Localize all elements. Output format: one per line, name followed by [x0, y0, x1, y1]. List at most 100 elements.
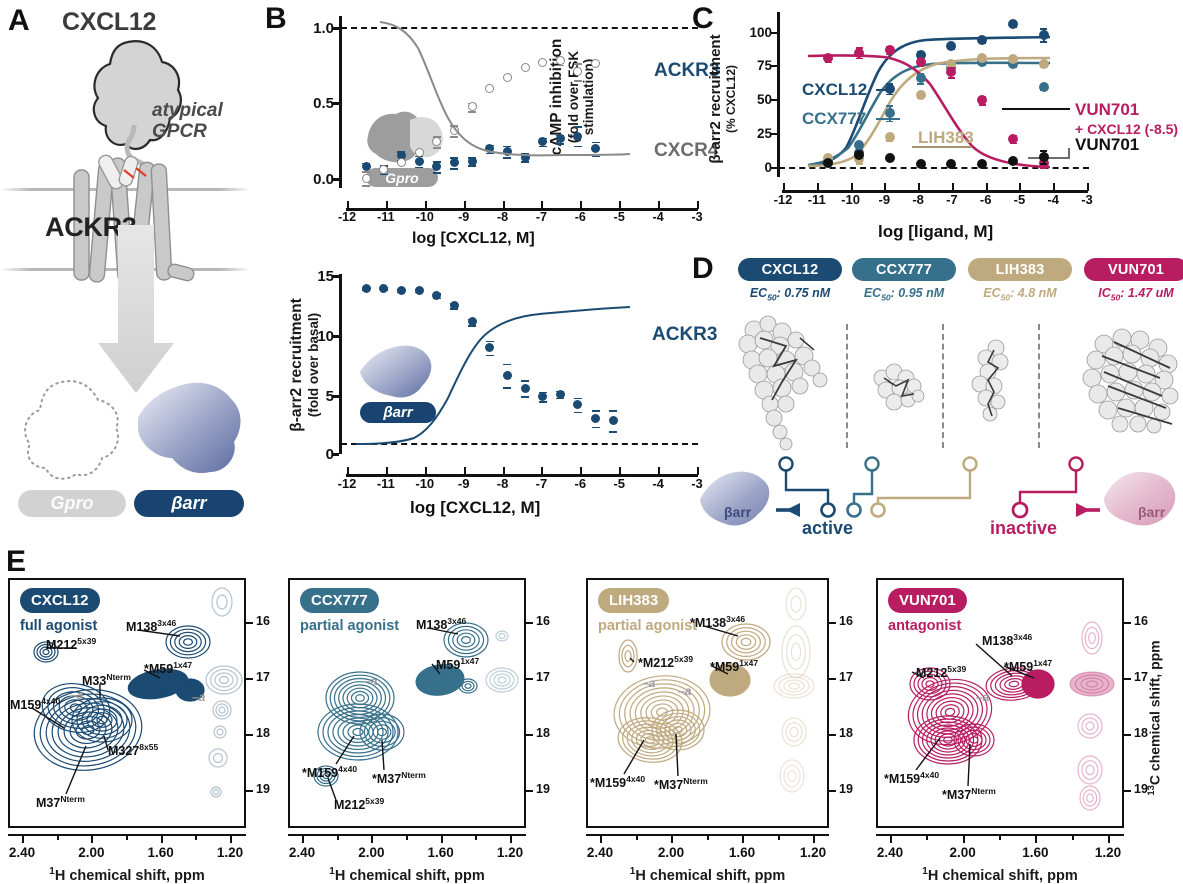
spectrum-xtick-label: 2.40	[288, 845, 316, 860]
ytick-2: 0.5	[313, 95, 334, 112]
ligand-pill-cxcl12: CXCL12	[738, 258, 842, 281]
panel-e-letter: E	[6, 545, 26, 578]
ytick-mark	[1124, 734, 1131, 736]
metric-sub: 50	[881, 292, 891, 303]
xtick-label: -12	[773, 192, 793, 207]
vun701-combo-line1: VUN701	[1075, 100, 1140, 119]
panel-e-nmr-spectra: CXCL12 full agonist M2125x39 M33Nterm M1594x…	[0, 540, 1183, 884]
spectrum-xtick	[302, 834, 304, 843]
error-bar-cap	[538, 401, 547, 403]
error-bar-cap	[521, 396, 530, 398]
panel-a-annotation: atypical GPCR	[152, 100, 223, 143]
peak-label: M1383x46	[126, 618, 177, 635]
data-point	[946, 59, 957, 70]
error-bar-cap	[503, 363, 512, 366]
aliasing-label: –a	[192, 690, 206, 704]
peak-label: M591x47	[436, 656, 480, 673]
peak-label: *M1594x40	[884, 770, 940, 787]
data-point	[538, 391, 548, 401]
data-point	[1038, 151, 1049, 162]
xtick-mark	[783, 183, 785, 191]
ytick-1: 1.0	[313, 20, 334, 37]
ytick-50: 50	[756, 92, 772, 107]
xtick-mark	[541, 201, 544, 209]
error-bar-cap	[591, 155, 600, 158]
ytick-label: 16	[839, 614, 853, 628]
peak-label: M37Nterm	[36, 794, 85, 811]
xtick-mark	[985, 183, 988, 191]
activity-axis-left-label: active	[802, 518, 854, 538]
error-bar-cap	[855, 57, 863, 60]
ligand-separator-1	[846, 324, 848, 448]
peak-label: *M37Nterm	[372, 770, 426, 787]
nmr-spectrum-box-lih383	[586, 578, 829, 828]
ytick-mark	[526, 790, 533, 792]
error-bar-cap	[521, 161, 530, 163]
error-bar-cap	[573, 411, 582, 414]
ytick-label: 16	[1134, 614, 1148, 628]
panel-c-yaxis	[777, 12, 780, 177]
spectrum-xtick-label: 1.20	[799, 845, 827, 860]
xtick-label: -8	[496, 476, 509, 491]
ligand-potency-vun701: IC50: 1.47 uM	[1084, 286, 1183, 303]
xtick-mark	[1019, 183, 1022, 191]
spectrum-xtick	[1071, 834, 1074, 840]
data-point	[854, 47, 865, 58]
error-bar-cap	[573, 63, 582, 66]
spectrum-title-pill: CCX777	[300, 588, 379, 613]
data-point	[573, 131, 583, 141]
data-point	[414, 286, 424, 296]
data-point	[591, 58, 601, 68]
ytick-label: 19	[536, 782, 550, 796]
ytick-mark	[526, 622, 533, 624]
data-point	[884, 108, 895, 118]
data-point	[823, 52, 834, 63]
ytick-label: 17	[1134, 670, 1148, 684]
data-point	[1038, 29, 1049, 40]
nterm-tail-icon	[124, 125, 149, 172]
spectrum-xtick	[962, 834, 965, 843]
panel-c-leader-vun701-tick	[1068, 148, 1070, 158]
panel-a-ligand-label: CXCL12	[62, 8, 157, 36]
ytick-mark	[1124, 790, 1131, 792]
data-point	[915, 90, 926, 100]
xtick-label: -5	[613, 210, 625, 224]
data-point	[1008, 133, 1019, 144]
error-bar-cap	[591, 426, 600, 429]
panel-b-bottom-inset-pill: βarr	[360, 402, 436, 423]
panel-c-label-cxcl12: CXCL12	[802, 80, 868, 99]
spectrum-xtick	[1108, 834, 1110, 843]
spectrum-xtick	[510, 834, 512, 843]
cxcl12-structure-icon	[738, 315, 828, 451]
ytick-mark-50	[771, 99, 778, 102]
error-bar-cap	[886, 120, 894, 123]
panel-b-top-plotarea	[262, 0, 690, 200]
spectrum-xtick-label: 1.60	[427, 845, 454, 860]
spectrum-xtick-label: 2.00	[657, 845, 685, 860]
annotation-line-1: atypical	[152, 100, 223, 121]
peak-label: *M1594x40	[590, 774, 646, 791]
ytick-mark-100	[771, 32, 778, 35]
xtick-label: -10	[841, 192, 860, 207]
metric-name: EC	[863, 286, 882, 300]
error-bar-cap	[485, 152, 494, 155]
xtick-mark	[658, 467, 661, 475]
data-point	[977, 34, 988, 45]
panel-b-bottom-series-ackr3: ACKR3	[652, 324, 718, 345]
ylabel-prefix: 13	[1146, 785, 1157, 796]
xtick-mark	[385, 201, 388, 209]
data-point	[591, 144, 601, 154]
panel-b-bottom-xlabel: log [CXCL12, M]	[410, 498, 541, 517]
spectrum-xtick-label: 2.40	[876, 845, 904, 860]
panel-a-gpro-pill: Gpro	[18, 490, 126, 517]
spectrum-xtick	[671, 834, 673, 843]
ytick-label: 19	[839, 782, 853, 796]
panel-c-letter: C	[692, 2, 714, 35]
data-point	[555, 389, 565, 399]
xtick-label: -8	[912, 192, 924, 207]
data-point	[432, 290, 442, 300]
ytick-label: 19	[256, 782, 270, 796]
cxcr4-fit-curve	[379, 21, 631, 157]
data-point	[432, 162, 442, 172]
ligand-potency-cxcl12: EC50: 0.75 nM	[738, 286, 842, 303]
